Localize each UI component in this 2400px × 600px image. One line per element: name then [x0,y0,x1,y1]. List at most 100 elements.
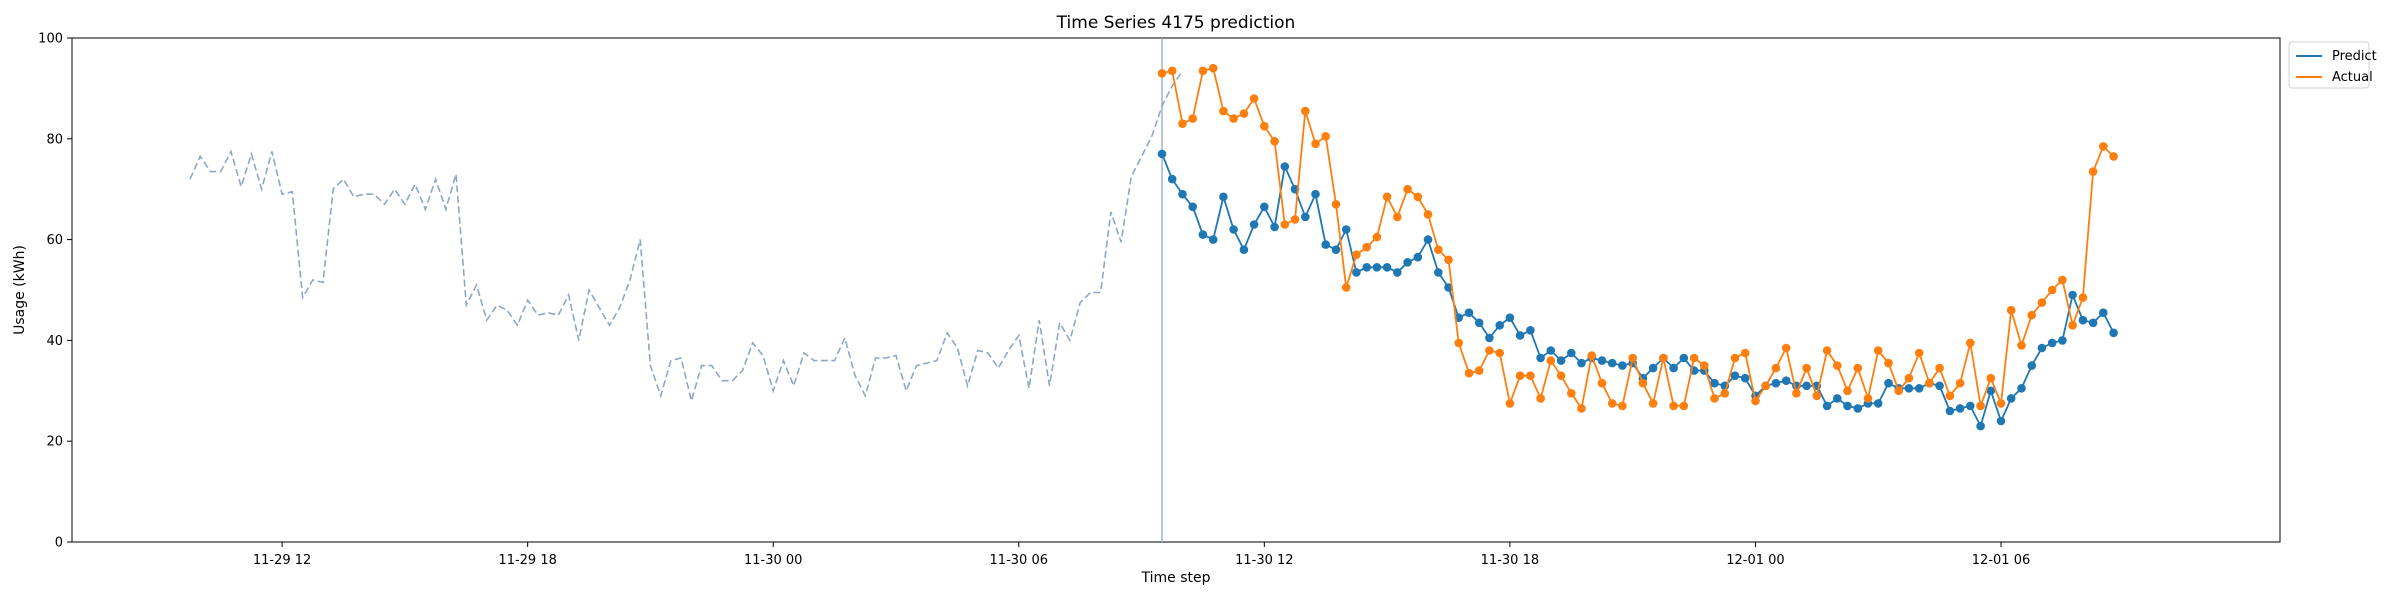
predict-point [1597,356,1607,365]
actual-point [1607,399,1617,408]
y-axis-title: Usage (kWh) [12,245,28,335]
predict-point [1464,308,1474,318]
actual-point [1290,215,1300,224]
predict-point [1249,220,1259,229]
actual-point [1229,114,1238,123]
x-axis-title: Time step [1141,570,1211,586]
actual-point [1792,389,1801,398]
predict-point [2006,394,2016,403]
x-axis: 11-29 12 11-29 18 11-30 00 11-30 06 11-30 12… [253,542,2030,568]
actual-point [1515,371,1525,381]
actual-point [1710,394,1719,403]
actual-point [1618,401,1627,411]
predict-point [1996,416,2006,426]
actual-point [1556,371,1566,381]
actual-point [1740,348,1750,358]
actual-point [1567,389,1576,398]
predict-point [1945,406,1955,416]
actual-point [1413,192,1423,202]
actual-point [1659,353,1668,363]
predict-point [1914,384,1924,393]
predict-point [1311,189,1320,199]
x-tick-label: 12-01 00 [1726,553,1784,568]
actual-point [1372,232,1382,242]
actual-point [1843,386,1852,396]
actual-point [1751,396,1760,406]
actual-point [1454,338,1463,348]
actual-point [1526,371,1535,381]
actual-point [2088,167,2098,176]
predict-point [1444,283,1453,292]
actual-point [1495,348,1504,358]
predict-point [2037,343,2047,353]
actual-point [1966,338,1975,348]
actual-point [1208,63,1218,73]
predict-point [1618,361,1627,370]
predict-point [1413,252,1423,262]
actual-point [1648,399,1658,408]
actual-point [1945,391,1955,401]
actual-point [1239,109,1249,118]
actual-point [1628,353,1637,363]
actual-point [1249,94,1259,103]
actual-point [2058,275,2067,285]
actual-point [1894,386,1903,396]
plot-frame [71,37,2281,543]
actual-point [1260,121,1269,131]
actual-point [1423,210,1433,219]
actual-point [1464,368,1474,378]
actual-point [1352,250,1361,259]
actual-point [1853,363,1863,373]
actual-point [1761,381,1770,391]
x-tick-label: 11-30 00 [744,553,802,568]
predict-point [1341,225,1351,234]
predict-point [1966,401,1975,411]
actual-point [1474,366,1484,375]
actual-point [1597,378,1607,388]
actual-point [1986,373,1996,383]
predict-point [1301,212,1310,222]
predict-point [1577,358,1586,368]
y-tick-label: 20 [46,435,63,450]
actual-point [1812,391,1822,401]
actual-point [1587,351,1596,360]
predict-point [1740,373,1750,383]
y-tick-label: 0 [55,536,63,551]
predict-point [2047,338,2057,348]
actual-point [2006,305,2016,315]
predict-point [2088,318,2098,328]
y-tick-label: 40 [46,334,63,349]
predict-point [1526,326,1535,335]
predict-point [1434,268,1443,277]
actual-point [1833,361,1842,370]
actual-point [1638,378,1648,388]
predict-point [1505,313,1515,323]
chart-title: Time Series 4175 prediction [1056,13,1296,33]
y-tick-label: 100 [38,32,63,47]
predict-point [2027,361,2036,370]
predict-point [1955,404,1965,413]
actual-point [1157,69,1167,78]
predict-point [1157,149,1167,159]
x-tick-label: 11-30 18 [1481,553,1539,568]
y-tick-label: 60 [46,233,63,248]
actual-point [2017,341,2026,350]
predict-point [1536,353,1545,363]
actual-point [1311,139,1320,149]
legend: Predict Actual [2288,41,2377,89]
actual-point [1730,353,1740,363]
actual-series-line [1161,67,2115,411]
predict-point [1495,321,1504,330]
actual-point [1935,363,1944,373]
actual-point [1976,401,1985,411]
actual-point [1873,346,1883,355]
actual-point [2099,142,2108,151]
x-tick-label: 12-01 06 [1972,553,2030,568]
x-tick-label: 11-30 06 [990,553,1048,568]
legend-label-predict: Predict [2332,49,2377,64]
plot-area [189,38,2118,542]
predict-point [1710,378,1719,388]
predict-point [2058,336,2067,345]
actual-point [1863,394,1873,403]
